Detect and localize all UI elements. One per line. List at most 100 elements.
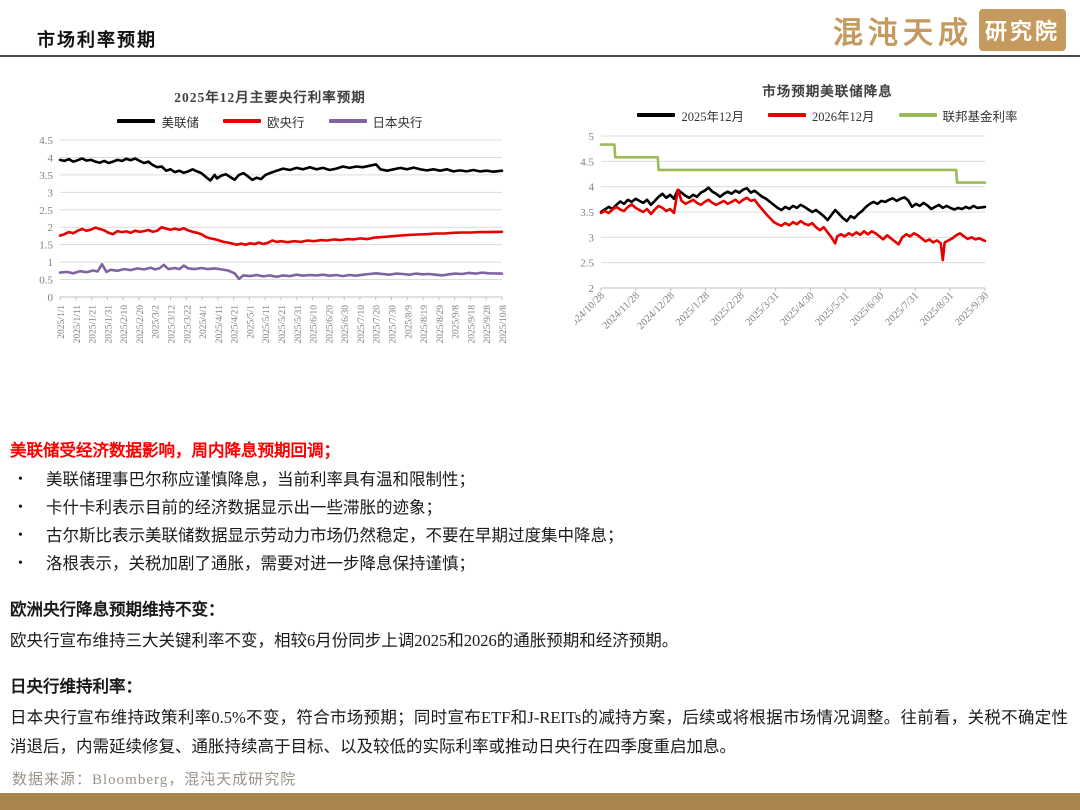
svg-text:2025/3/22: 2025/3/22 xyxy=(183,305,193,344)
svg-text:2025/4/11: 2025/4/11 xyxy=(215,305,225,343)
svg-text:2025/8/19: 2025/8/19 xyxy=(420,305,430,344)
logo-badge: 研究院 xyxy=(978,9,1066,51)
legend-label: 美联储 xyxy=(161,115,199,130)
legend-item: 联邦基金利率 xyxy=(898,106,1018,125)
svg-text:2025/9/8: 2025/9/8 xyxy=(452,305,462,339)
svg-text:2025/3/31: 2025/3/31 xyxy=(744,290,782,328)
line-chart-canvas: 0 0.5 1 1.5 2 2.5 3 3.5 4 4.5 2025/1/1 2025/1/11 202… xyxy=(39,135,509,344)
logo-text: 混沌天成 xyxy=(832,17,973,50)
svg-text:2025/8/31: 2025/8/31 xyxy=(918,290,956,328)
bullet-icon: • xyxy=(18,528,23,543)
logo: 混沌天成 研究院 xyxy=(833,8,1066,52)
svg-text:2025/2/10: 2025/2/10 xyxy=(120,305,130,344)
svg-text:2025/3/12: 2025/3/12 xyxy=(168,305,178,344)
list-item: • 美联储理事巴尔称应谨慎降息，当前利率具有温和限制性； xyxy=(10,466,1068,494)
bullet-icon: • xyxy=(18,472,23,487)
svg-text:2025/1/11: 2025/1/11 xyxy=(73,305,83,343)
legend-line-swatch xyxy=(117,119,156,123)
svg-text:2.5: 2.5 xyxy=(580,258,594,270)
legend-label: 2026年12月 xyxy=(811,109,875,124)
svg-text:1.5: 1.5 xyxy=(39,240,53,252)
legend-line-swatch xyxy=(767,113,806,117)
bullet-text: 美联储理事巴尔称应谨慎降息，当前利率具有温和限制性； xyxy=(46,470,475,489)
chart-legend: 2025年12月 2026年12月 联邦基金利率 xyxy=(575,102,1080,128)
commentary: 美联储受经济数据影响，周内降息预期回调； • 美联储理事巴尔称应谨慎降息，当前利率… xyxy=(10,438,1068,761)
svg-text:2025/10/8: 2025/10/8 xyxy=(499,305,509,344)
svg-text:2025/7/30: 2025/7/30 xyxy=(389,305,399,344)
legend-item: 2026年12月 xyxy=(767,106,875,125)
svg-text:2025/5/11: 2025/5/11 xyxy=(262,305,272,343)
svg-text:2025/1/21: 2025/1/21 xyxy=(89,305,99,344)
bullet-text: 古尔斯比表示美联储数据显示劳动力市场仍然稳定，不要在早期过度集中降息； xyxy=(46,526,624,545)
svg-text:3: 3 xyxy=(589,232,595,244)
svg-text:1: 1 xyxy=(48,257,54,269)
svg-text:3: 3 xyxy=(48,187,54,199)
section-body-ecb: 欧央行宣布维持三大关键利率不变，相较6月份同步上调2025和2026的通胀预期和… xyxy=(10,631,679,650)
data-source: 数据来源：Bloomberg，混沌天成研究院 xyxy=(12,772,297,788)
svg-text:2025/6/30: 2025/6/30 xyxy=(341,305,351,344)
svg-text:5: 5 xyxy=(589,131,595,143)
legend-line-swatch xyxy=(637,113,676,117)
page-title: 市场利率预期 xyxy=(37,30,157,50)
svg-text:4: 4 xyxy=(48,152,54,164)
chart-legend: 美联储 欧央行 日本央行 xyxy=(30,108,510,134)
bullet-text: 卡什卡利表示目前的经济数据显示出一些滞胀的迹象； xyxy=(46,498,442,517)
svg-text:2025/1/28: 2025/1/28 xyxy=(674,290,712,328)
svg-text:3.5: 3.5 xyxy=(580,207,594,219)
chart-fed-cut-expectations: 市场预期美联储降息 2025年12月 2026年12月 联邦基金利率 2 2.5 3 3.… xyxy=(566,80,1080,351)
svg-text:2025/6/30: 2025/6/30 xyxy=(848,290,886,328)
legend-label: 欧央行 xyxy=(266,115,305,130)
svg-text:2025/5/31: 2025/5/31 xyxy=(814,290,852,328)
svg-text:4: 4 xyxy=(589,182,595,194)
legend-label: 日本央行 xyxy=(372,115,423,130)
svg-text:2: 2 xyxy=(48,222,54,234)
legend-item: 欧央行 xyxy=(222,112,305,131)
bottom-bar xyxy=(0,793,1080,810)
svg-text:2025/4/21: 2025/4/21 xyxy=(231,305,241,344)
bullet-text: 洛根表示，关税加剧了通胀，需要对进一步降息保持谨慎； xyxy=(46,554,475,573)
section-heading-fed: 美联储受经济数据影响，周内降息预期回调； xyxy=(10,441,340,460)
section-heading-ecb: 欧洲央行降息预期维持不变： xyxy=(10,600,225,619)
header-divider xyxy=(0,55,1080,57)
svg-text:2025/1/1: 2025/1/1 xyxy=(57,305,67,339)
list-item: • 洛根表示，关税加剧了通胀，需要对进一步降息保持谨慎； xyxy=(10,550,1068,578)
svg-text:2025/2/20: 2025/2/20 xyxy=(136,305,146,344)
svg-text:2025/7/10: 2025/7/10 xyxy=(357,305,367,344)
svg-text:2025/9/30: 2025/9/30 xyxy=(953,290,991,328)
svg-text:2025/9/18: 2025/9/18 xyxy=(467,305,477,344)
svg-text:2025/1/31: 2025/1/31 xyxy=(104,305,114,344)
bullet-icon: • xyxy=(18,556,23,571)
legend-line-swatch xyxy=(898,113,937,117)
list-item: • 卡什卡利表示目前的经济数据显示出一些滞胀的迹象； xyxy=(10,494,1068,522)
svg-text:2025/7/31: 2025/7/31 xyxy=(883,290,921,328)
svg-text:2: 2 xyxy=(589,283,595,295)
svg-text:2025/6/10: 2025/6/10 xyxy=(310,305,320,344)
chart-title: 2025年12月主要央行利率预期 xyxy=(174,90,366,105)
svg-text:0.5: 0.5 xyxy=(39,275,53,287)
chart-title: 市场预期美联储降息 xyxy=(762,84,893,99)
svg-text:2025/6/20: 2025/6/20 xyxy=(325,305,335,344)
chart-central-bank-rate-expectations: 2025年12月主要央行利率预期 美联储 欧央行 日本央行 0 0.5 1 1.5 2 2.5… xyxy=(30,86,510,371)
legend-item: 2025年12月 xyxy=(637,106,744,125)
svg-text:2025/8/9: 2025/8/9 xyxy=(404,305,414,339)
svg-text:2025/7/20: 2025/7/20 xyxy=(373,305,383,344)
svg-text:2.5: 2.5 xyxy=(39,205,53,217)
svg-text:2024/12/28: 2024/12/28 xyxy=(635,290,677,332)
line-chart-canvas: 22.533.544.552024/10/282024/11/282024/12… xyxy=(566,131,992,332)
section-body-boj: 日本央行宣布维持政策利率0.5%不变，符合市场预期；同时宣布ETF和J-REIT… xyxy=(10,708,1068,756)
fed-bullet-list: • 美联储理事巴尔称应谨慎降息，当前利率具有温和限制性； • 卡什卡利表示目前的经济… xyxy=(10,466,1068,578)
svg-text:4.5: 4.5 xyxy=(39,135,53,147)
svg-text:3.5: 3.5 xyxy=(39,170,53,182)
section-heading-boj: 日央行维持利率： xyxy=(10,677,142,696)
list-item: • 古尔斯比表示美联储数据显示劳动力市场仍然稳定，不要在早期过度集中降息； xyxy=(10,522,1068,550)
svg-text:0: 0 xyxy=(48,292,54,304)
svg-text:2025/4/1: 2025/4/1 xyxy=(199,305,209,339)
svg-text:2025/5/1: 2025/5/1 xyxy=(246,305,256,339)
legend-label: 联邦基金利率 xyxy=(942,109,1018,124)
svg-text:2025/5/21: 2025/5/21 xyxy=(278,305,288,344)
svg-text:2025/5/31: 2025/5/31 xyxy=(294,305,304,344)
legend-item: 日本央行 xyxy=(328,112,423,131)
legend-line-swatch xyxy=(222,119,261,123)
svg-text:4.5: 4.5 xyxy=(580,156,594,168)
